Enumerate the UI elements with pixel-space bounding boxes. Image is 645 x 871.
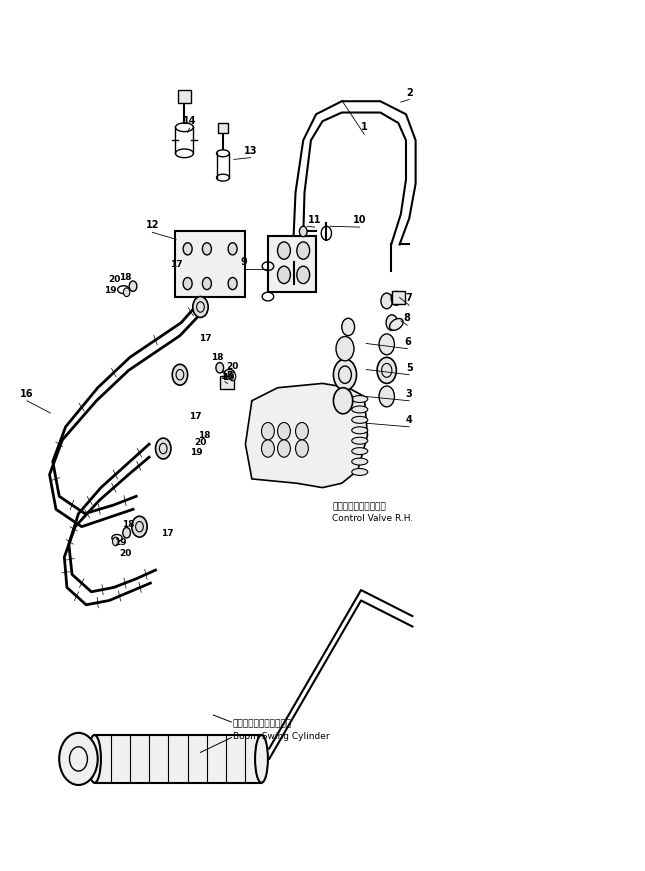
Text: Control Valve R.H.: Control Valve R.H. xyxy=(332,515,413,523)
Ellipse shape xyxy=(390,319,403,330)
Circle shape xyxy=(129,281,137,292)
Circle shape xyxy=(336,336,354,361)
Text: 18: 18 xyxy=(123,521,135,530)
Circle shape xyxy=(392,292,401,305)
Ellipse shape xyxy=(352,416,368,423)
Circle shape xyxy=(299,226,307,237)
Ellipse shape xyxy=(352,469,368,476)
Text: 9: 9 xyxy=(241,257,248,267)
Circle shape xyxy=(203,243,212,255)
Circle shape xyxy=(228,278,237,290)
Text: コントロールバルブ右: コントロールバルブ右 xyxy=(332,503,386,511)
Circle shape xyxy=(277,242,290,260)
Text: 17: 17 xyxy=(170,260,183,269)
Circle shape xyxy=(230,372,236,381)
Text: 20: 20 xyxy=(226,361,239,370)
Text: 20: 20 xyxy=(119,549,132,558)
Text: 19: 19 xyxy=(222,373,234,381)
Text: 7: 7 xyxy=(406,294,413,303)
Circle shape xyxy=(193,297,208,317)
Text: 3: 3 xyxy=(406,388,413,399)
Text: ブームスイングシリンダ: ブームスイングシリンダ xyxy=(233,719,292,728)
Ellipse shape xyxy=(352,395,368,402)
Circle shape xyxy=(59,733,98,785)
Circle shape xyxy=(228,243,237,255)
Text: 19: 19 xyxy=(115,537,127,547)
Circle shape xyxy=(333,359,357,390)
Bar xyxy=(95,735,261,783)
Circle shape xyxy=(261,440,274,457)
Ellipse shape xyxy=(352,406,368,413)
Text: 17: 17 xyxy=(161,529,174,538)
Circle shape xyxy=(386,314,397,330)
Circle shape xyxy=(381,294,393,308)
Circle shape xyxy=(342,318,355,335)
Text: 13: 13 xyxy=(244,145,257,156)
Text: 17: 17 xyxy=(199,334,212,343)
Text: 18: 18 xyxy=(211,353,223,361)
Text: 17: 17 xyxy=(189,412,202,421)
Text: 18: 18 xyxy=(119,273,132,282)
Text: 18: 18 xyxy=(198,431,210,440)
Circle shape xyxy=(183,278,192,290)
Circle shape xyxy=(277,440,290,457)
Circle shape xyxy=(132,517,147,537)
Text: 2: 2 xyxy=(406,88,413,98)
Text: 19: 19 xyxy=(104,286,117,295)
Circle shape xyxy=(123,288,130,297)
Ellipse shape xyxy=(352,427,368,434)
Circle shape xyxy=(203,278,212,290)
Bar xyxy=(392,292,404,303)
Circle shape xyxy=(297,242,310,260)
Text: 19: 19 xyxy=(190,449,203,457)
Text: 4: 4 xyxy=(406,415,413,425)
Circle shape xyxy=(379,386,395,407)
Text: 12: 12 xyxy=(146,220,159,231)
Polygon shape xyxy=(246,383,368,488)
Text: 20: 20 xyxy=(194,438,206,447)
Text: 14: 14 xyxy=(183,116,196,126)
Circle shape xyxy=(379,334,395,354)
Circle shape xyxy=(172,364,188,385)
Circle shape xyxy=(297,267,310,284)
Bar xyxy=(218,123,228,133)
Ellipse shape xyxy=(352,448,368,455)
Text: Boom Swing Cylinder: Boom Swing Cylinder xyxy=(233,733,329,741)
Circle shape xyxy=(261,422,274,440)
Circle shape xyxy=(295,422,308,440)
Text: 16: 16 xyxy=(21,388,34,399)
Text: 8: 8 xyxy=(404,314,411,323)
Text: 1: 1 xyxy=(361,122,368,132)
Circle shape xyxy=(277,422,290,440)
Circle shape xyxy=(377,357,397,383)
Circle shape xyxy=(123,528,130,538)
Bar xyxy=(178,90,191,103)
Circle shape xyxy=(216,362,224,373)
Circle shape xyxy=(112,537,119,546)
Bar xyxy=(175,232,246,297)
Ellipse shape xyxy=(352,458,368,465)
Ellipse shape xyxy=(88,735,101,783)
Ellipse shape xyxy=(255,735,268,783)
Text: 10: 10 xyxy=(353,215,366,226)
Bar xyxy=(220,376,234,389)
Circle shape xyxy=(183,243,192,255)
Ellipse shape xyxy=(352,437,368,444)
Circle shape xyxy=(295,440,308,457)
Text: 11: 11 xyxy=(308,215,322,226)
Text: 6: 6 xyxy=(404,337,411,347)
Text: 20: 20 xyxy=(108,274,121,284)
Circle shape xyxy=(277,267,290,284)
Circle shape xyxy=(333,388,353,414)
Text: 5: 5 xyxy=(406,363,413,373)
Bar xyxy=(268,236,316,293)
Circle shape xyxy=(155,438,171,459)
Text: 15: 15 xyxy=(221,371,234,381)
